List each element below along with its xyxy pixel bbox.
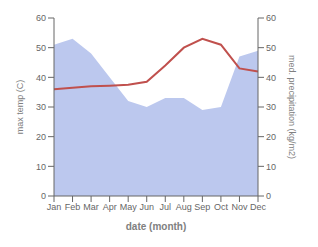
svg-text:Apr: Apr	[103, 202, 117, 212]
svg-text:date (month): date (month)	[126, 221, 187, 232]
svg-text:0: 0	[41, 191, 46, 201]
svg-text:Oct: Oct	[214, 202, 229, 212]
svg-text:10: 10	[266, 162, 276, 172]
svg-text:max temp (C): max temp (C)	[15, 80, 25, 135]
svg-text:Mar: Mar	[83, 202, 99, 212]
svg-text:0: 0	[266, 191, 271, 201]
svg-text:10: 10	[36, 162, 46, 172]
svg-text:Jan: Jan	[47, 202, 62, 212]
svg-text:50: 50	[36, 43, 46, 53]
svg-text:60: 60	[36, 13, 46, 23]
svg-text:Aug: Aug	[176, 202, 192, 212]
svg-text:med. precipitation (kg/m2): med. precipitation (kg/m2)	[287, 55, 297, 159]
svg-text:Feb: Feb	[65, 202, 81, 212]
svg-text:30: 30	[36, 102, 46, 112]
svg-text:20: 20	[36, 132, 46, 142]
svg-text:40: 40	[36, 73, 46, 83]
svg-text:40: 40	[266, 73, 276, 83]
svg-text:Jun: Jun	[139, 202, 154, 212]
svg-text:Nov: Nov	[231, 202, 248, 212]
svg-text:Sep: Sep	[194, 202, 210, 212]
svg-text:50: 50	[266, 43, 276, 53]
svg-text:Dec: Dec	[250, 202, 267, 212]
svg-text:May: May	[120, 202, 138, 212]
svg-text:60: 60	[266, 13, 276, 23]
svg-text:Jul: Jul	[160, 202, 172, 212]
svg-text:30: 30	[266, 102, 276, 112]
svg-text:20: 20	[266, 132, 276, 142]
